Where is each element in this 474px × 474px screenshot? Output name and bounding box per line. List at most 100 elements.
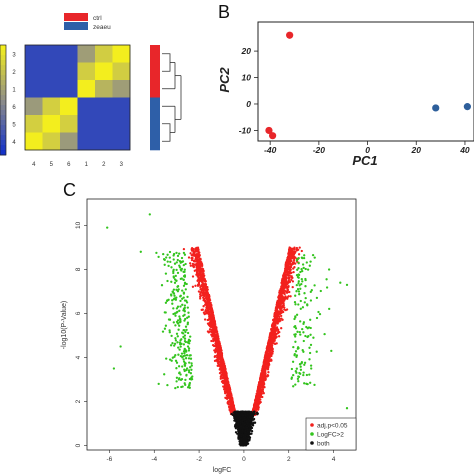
volcano-point-sig [201, 278, 204, 282]
volcano-point-logfc [308, 346, 311, 349]
volcano-point-logfc [176, 305, 180, 308]
volcano-point-logfc [303, 363, 306, 366]
volcano-point-logfc [167, 264, 170, 268]
volcano-point-sig [288, 259, 291, 262]
volcano-point-sig [200, 308, 203, 312]
volcano-point-sig [207, 294, 210, 297]
volcano-point-logfc [182, 251, 186, 255]
volcano-point-logfc [185, 299, 188, 302]
volcano-point-sig [270, 354, 273, 358]
volcano-point-logfc [294, 335, 297, 338]
volcano-point-logfc [294, 350, 298, 353]
volcano-points [106, 213, 349, 447]
volcano-point-ns [244, 413, 247, 417]
volcano-point-sig [198, 258, 202, 261]
volcano-point-ns [237, 437, 240, 440]
volcano-point-logfc [189, 372, 193, 375]
volcano-point-logfc [325, 278, 328, 281]
color-scale-segment [0, 55, 6, 61]
volcano-point-sig [295, 249, 299, 252]
volcano-point-logfc [183, 363, 186, 366]
volcano-point-sig [201, 281, 204, 284]
volcano-point-logfc [172, 271, 175, 275]
group-bar-segment [150, 80, 160, 98]
volcano-point-ns [238, 433, 241, 436]
volcano-point-sig [282, 272, 286, 276]
volcano-point-sig [277, 328, 280, 331]
volcano-point-sig [286, 257, 289, 260]
volcano-point-logfc [163, 263, 166, 266]
volcano-point-sig [201, 268, 205, 271]
pca-point-zeaeu [463, 103, 471, 111]
volcano-point-logfc [186, 345, 190, 348]
volcano-point-logfc [184, 378, 187, 382]
volcano-point-sig [212, 318, 216, 321]
volcano-point-ns [245, 420, 248, 423]
color-scale-segment [0, 100, 6, 106]
volcano-point-logfc [182, 307, 186, 310]
volcano-legend-dot [310, 423, 314, 427]
volcano-point-sig [276, 321, 279, 324]
volcano-point-logfc [185, 367, 189, 370]
volcano-point-ns [238, 415, 241, 418]
volcano-point-sig [280, 291, 284, 295]
volcano-point-sig [213, 344, 217, 348]
volcano-point-logfc [165, 299, 169, 303]
heatmap-cell [77, 45, 96, 63]
volcano-point-ns [240, 437, 243, 441]
volcano-point-sig [265, 355, 268, 358]
volcano-point-sig [219, 367, 222, 370]
volcano-point-sig [211, 325, 214, 328]
volcano-point-sig [264, 353, 267, 356]
volcano-point-logfc [299, 365, 302, 368]
volcano-point-sig [198, 261, 201, 265]
volcano-point-sig [254, 399, 257, 403]
heatmap-cell [60, 97, 78, 116]
volcano-point-sig [282, 300, 285, 304]
volcano-point-sig [198, 254, 201, 257]
pca-x-tick-label: 40 [459, 145, 470, 155]
volcano-point-ns [252, 422, 255, 425]
volcano-point-ns [239, 424, 243, 428]
volcano-point-sig [210, 339, 213, 343]
volcano-y-tick-label: 0 [75, 443, 82, 447]
volcano-point-logfc [187, 369, 191, 372]
volcano-point-logfc [176, 341, 179, 344]
volcano-point-sig [292, 270, 295, 274]
volcano-point-logfc [302, 339, 305, 343]
volcano-point-logfc [302, 373, 305, 377]
volcano-point-sig [259, 393, 263, 397]
volcano-point-logfc [297, 273, 300, 276]
color-scale-border [0, 44, 7, 156]
volcano-y-tick-label: 6 [75, 311, 82, 315]
volcano-point-logfc [176, 285, 180, 288]
volcano-point-logfc [182, 343, 186, 346]
volcano-point-sig [283, 308, 286, 311]
pca-y-axis-title: PC2 [217, 67, 232, 93]
volcano-point-logfc [170, 266, 173, 269]
volcano-point-logfc [301, 280, 304, 283]
volcano-point-sig [200, 290, 203, 293]
volcano-point-sig [289, 295, 292, 298]
volcano-point-sig [213, 335, 216, 339]
volcano-point-logfc [295, 313, 299, 316]
volcano-point-logfc [183, 304, 187, 307]
heatmap-cell [77, 132, 96, 151]
volcano-point-sig [266, 343, 270, 347]
volcano-point-sig [287, 255, 290, 258]
volcano-point-logfc [307, 335, 310, 338]
heatmap-cell [42, 80, 61, 98]
volcano-point-logfc [294, 325, 297, 328]
volcano-point-ns [250, 430, 254, 433]
dendrogram-branch [162, 123, 171, 142]
volcano-point-logfc [297, 380, 300, 383]
volcano-point-logfc [303, 361, 307, 364]
volcano-point-logfc [166, 279, 169, 283]
heatmap-cells [24, 44, 131, 151]
volcano-point-ns [243, 443, 246, 446]
volcano-point-logfc [167, 318, 171, 321]
volcano-point-logfc [293, 300, 297, 304]
volcano-point-outlier [345, 283, 349, 287]
heatmap-row-label: 4 [12, 140, 16, 146]
volcano-point-logfc [161, 330, 165, 333]
